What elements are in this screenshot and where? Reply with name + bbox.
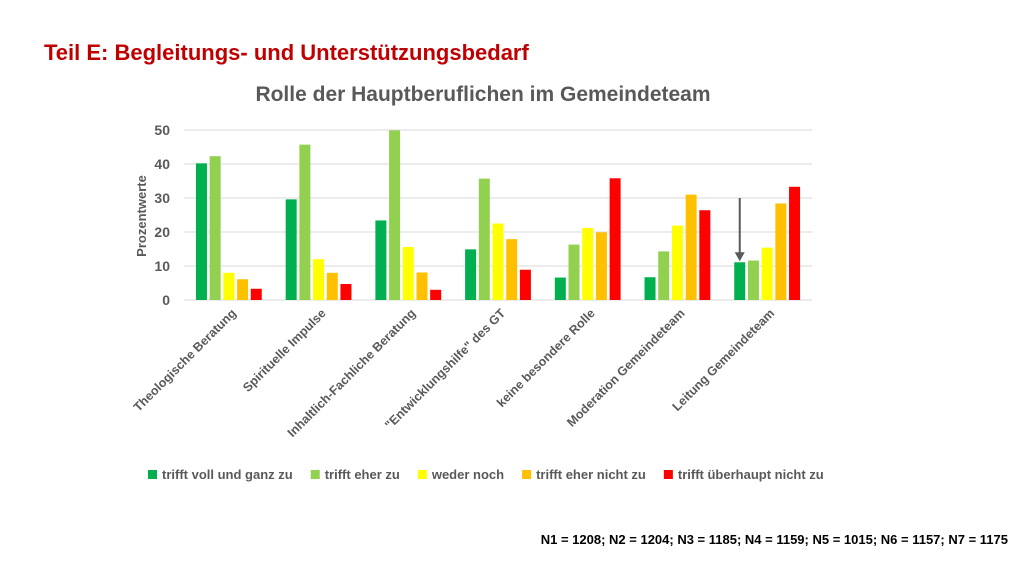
y-axis-ticks: 0 10 20 30 40 50 (154, 122, 170, 308)
x-axis-labels: Theologische Beratung Spirituelle Impulse… (131, 306, 777, 440)
bar (326, 272, 338, 300)
bar (478, 178, 490, 300)
bar (299, 144, 311, 300)
bar (582, 227, 594, 300)
bar (389, 130, 401, 300)
bar (568, 244, 580, 300)
y-tick-label: 10 (154, 258, 170, 274)
bar (402, 246, 414, 300)
legend: trifft voll und ganz zu trifft eher zu wed… (148, 467, 824, 482)
sample-size-footnote: N1 = 1208; N2 = 1204; N3 = 1185; N4 = 11… (540, 532, 1008, 547)
bar (209, 156, 221, 300)
legend-swatch (522, 470, 532, 479)
bar (747, 260, 759, 300)
legend-item: trifft voll und ganz zu (162, 467, 293, 482)
bar (554, 277, 566, 300)
bar (506, 239, 518, 300)
bar (285, 199, 297, 300)
annotation-arrowhead (734, 252, 745, 262)
bar (430, 289, 442, 300)
legend-item: trifft überhaupt nicht zu (678, 467, 824, 482)
x-tick-label: Leitung Gemeindeteam (670, 306, 778, 414)
y-tick-label: 0 (162, 292, 170, 308)
bar (644, 277, 656, 300)
y-tick-label: 30 (154, 190, 170, 206)
x-tick-label: Spirituelle Impulse (240, 306, 329, 395)
bar (340, 284, 352, 300)
y-tick-label: 40 (154, 156, 170, 172)
slide-title: Teil E: Begleitungs- und Unterstützungsb… (44, 40, 529, 65)
bar (775, 203, 787, 300)
bar (519, 269, 531, 300)
annotations (734, 198, 745, 262)
bar (237, 279, 249, 300)
bar (761, 247, 773, 300)
bar (223, 272, 235, 300)
bar (195, 163, 207, 300)
bars (195, 130, 801, 300)
bar (699, 210, 711, 300)
legend-swatch (417, 470, 427, 479)
bar (416, 272, 428, 300)
legend-item: trifft eher zu (325, 467, 400, 482)
bar (734, 262, 746, 300)
x-tick-label: keine besondere Rolle (494, 306, 598, 410)
bar (313, 259, 325, 300)
legend-item: trifft eher nicht zu (536, 467, 646, 482)
legend-swatch (310, 470, 320, 479)
bar (658, 251, 670, 300)
bar (465, 249, 477, 300)
bar (492, 223, 504, 300)
x-tick-label: Theologische Beratung (131, 306, 239, 414)
bar (671, 225, 683, 300)
y-tick-label: 20 (154, 224, 170, 240)
legend-swatch (663, 470, 673, 479)
bar (375, 220, 387, 300)
chart-title: Rolle der Hauptberuflichen im Gemeindete… (255, 83, 710, 106)
y-tick-label: 50 (154, 122, 170, 138)
bar (595, 232, 607, 300)
bar (685, 194, 697, 300)
legend-swatch (148, 470, 157, 479)
bar (609, 178, 621, 300)
legend-item: weder noch (431, 467, 504, 482)
y-axis-label: Prozentwerte (134, 175, 149, 257)
bar (250, 288, 262, 300)
bar (789, 186, 801, 300)
